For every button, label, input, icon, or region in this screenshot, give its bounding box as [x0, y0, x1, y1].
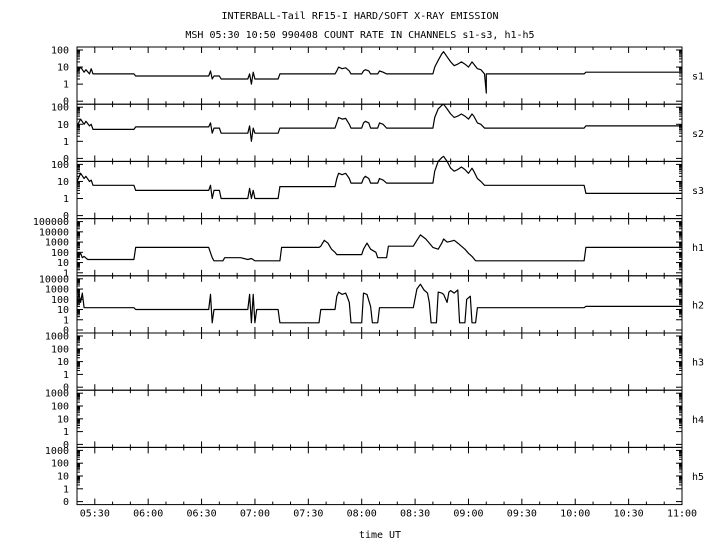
panels: 1001010s11001010s21001010s31000001000010…	[33, 46, 704, 520]
x-tick-label: 11:00	[667, 509, 697, 520]
y-tick-label: 1000	[45, 389, 69, 400]
x-tick-label: 10:00	[560, 509, 590, 520]
series-label-h4: h4	[692, 415, 704, 426]
y-tick-label: 100	[51, 344, 69, 355]
y-tick-label: 100	[51, 160, 69, 171]
x-tick-label: 06:30	[187, 509, 217, 520]
y-tick-label: 1000	[45, 446, 69, 457]
x-tick-label: 05:30	[80, 509, 110, 520]
x-tick-label: 09:30	[507, 509, 537, 520]
y-tick-label: 0	[63, 383, 69, 394]
series-label-s3: s3	[692, 186, 704, 197]
y-tick-label: 1	[63, 315, 69, 326]
series-label-h1: h1	[692, 243, 704, 254]
y-tick-label: 1	[63, 194, 69, 205]
x-tick-label: 08:30	[400, 509, 430, 520]
x-tick-label: 10:30	[614, 509, 644, 520]
y-tick-label: 10	[57, 120, 69, 131]
y-tick-label: 1	[63, 137, 69, 148]
y-tick-label: 1	[63, 268, 69, 279]
y-tick-label: 100	[51, 103, 69, 114]
y-tick-label: 10	[57, 258, 69, 269]
y-tick-label: 10000	[39, 274, 69, 285]
series-line-s2	[76, 103, 682, 142]
y-tick-label: 1	[63, 484, 69, 495]
y-tick-label: 0	[63, 497, 69, 508]
chart-title: INTERBALL-Tail RF15-I HARD/SOFT X-RAY EM…	[222, 11, 499, 22]
y-tick-label: 100	[51, 295, 69, 306]
y-tick-label: 10	[57, 305, 69, 316]
y-tick-label: 10	[57, 357, 69, 368]
y-tick-label: 10	[57, 414, 69, 425]
y-tick-label: 0	[63, 440, 69, 451]
x-tick-label: 07:00	[240, 509, 270, 520]
series-label-h5: h5	[692, 472, 704, 483]
series-line-h2	[76, 283, 682, 324]
y-tick-label: 1	[63, 80, 69, 91]
y-tick-label: 10	[57, 177, 69, 188]
y-tick-label: 0	[63, 211, 69, 222]
series-label-s1: s1	[692, 72, 704, 83]
y-tick-label: 1000	[45, 238, 69, 249]
y-tick-label: 1	[63, 370, 69, 381]
series-line-s3	[76, 155, 682, 200]
x-tick-label: 06:00	[133, 509, 163, 520]
y-tick-label: 100000	[33, 217, 69, 228]
y-tick-label: 100	[51, 248, 69, 259]
series-label-h2: h2	[692, 300, 704, 311]
y-tick-label: 1000	[45, 285, 69, 296]
series-line-h1	[76, 234, 682, 262]
y-tick-label: 10	[57, 63, 69, 74]
x-axis-label: time UT	[359, 530, 401, 541]
y-tick-label: 10000	[39, 227, 69, 238]
x-tick-label: 09:00	[453, 509, 483, 520]
y-tick-label: 0	[63, 326, 69, 337]
y-tick-label: 1	[63, 427, 69, 438]
series-label-s2: s2	[692, 129, 704, 140]
x-tick-label: 07:30	[293, 509, 323, 520]
series-line-s1	[76, 51, 682, 94]
chart-subtitle: MSH 05:30 10:50 990408 COUNT RATE IN CHA…	[185, 30, 534, 41]
series-label-h3: h3	[692, 358, 704, 369]
y-tick-label: 10	[57, 472, 69, 483]
y-tick-label: 0	[63, 154, 69, 165]
y-tick-label: 100	[51, 459, 69, 470]
y-tick-label: 100	[51, 46, 69, 57]
y-tick-label: 100	[51, 402, 69, 413]
y-tick-label: 0	[63, 97, 69, 108]
y-tick-label: 1000	[45, 332, 69, 343]
x-tick-label: 08:00	[347, 509, 377, 520]
